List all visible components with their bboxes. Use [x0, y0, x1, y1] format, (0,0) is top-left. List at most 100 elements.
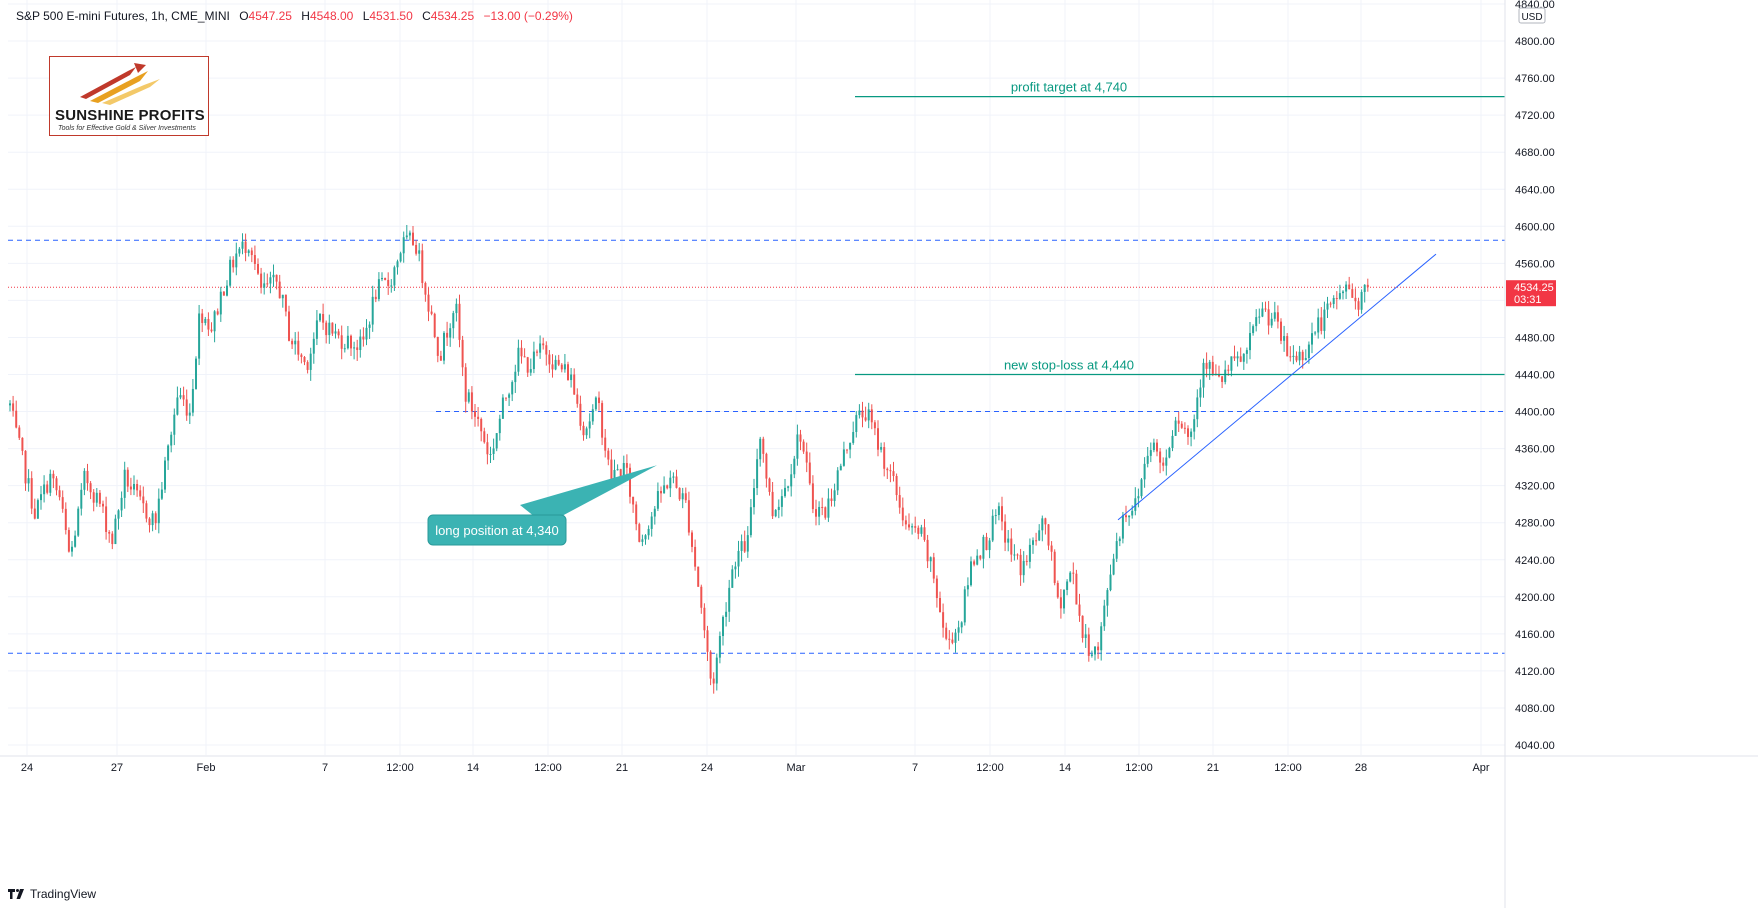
price-tick-label: 4760.00: [1515, 73, 1555, 85]
candle-body: [911, 526, 914, 528]
candle-body: [30, 478, 33, 509]
candle-body: [790, 474, 793, 487]
candle-body: [966, 585, 969, 590]
candle-body: [567, 364, 569, 381]
candle-body: [746, 535, 749, 552]
candle-body: [61, 497, 64, 509]
logo-title: SUNSHINE PROFITS: [55, 107, 205, 124]
tradingview-brand[interactable]: TradingView: [8, 887, 96, 901]
candle-body: [554, 359, 557, 370]
candle-body: [92, 492, 95, 503]
candle-body: [948, 638, 951, 640]
candle-body: [1149, 450, 1152, 456]
candle-body: [697, 566, 700, 587]
candle-body: [15, 410, 18, 428]
candle-body: [700, 586, 703, 608]
candle-body: [1028, 544, 1031, 562]
candle-body: [991, 515, 994, 541]
currency-badge: [1518, 7, 1546, 24]
profit-target-label: profit target at 4,740: [1011, 80, 1127, 95]
candle-body: [517, 347, 520, 372]
candle-body: [418, 250, 421, 254]
candle-body: [777, 506, 780, 511]
candle-body: [842, 449, 845, 466]
candle-body: [656, 491, 659, 509]
candle-body: [852, 432, 855, 443]
candle-body: [908, 524, 910, 528]
candle-body: [929, 557, 932, 562]
candle-body: [650, 516, 653, 529]
candle-body: [536, 351, 538, 353]
candle-body: [591, 409, 594, 422]
candle-body: [179, 395, 182, 398]
candle-body: [421, 250, 424, 283]
candle-body: [629, 467, 631, 497]
candle-body: [802, 441, 805, 452]
candle-body: [1078, 604, 1081, 616]
candle-body: [114, 518, 117, 545]
candle-body: [188, 412, 191, 416]
price-tick-label: 4240.00: [1515, 555, 1555, 567]
candle-body: [1140, 479, 1143, 497]
candle-body: [325, 322, 328, 336]
candle-body: [1059, 597, 1062, 609]
candle-body: [226, 285, 228, 296]
candle-body: [1307, 344, 1310, 359]
candle-body: [353, 347, 356, 349]
candle-body: [291, 340, 294, 345]
candle-body: [529, 369, 532, 373]
candle-body: [632, 496, 635, 505]
candle-body: [706, 630, 709, 652]
candle-body: [607, 450, 610, 460]
candle-body: [1314, 332, 1317, 334]
candle-body: [470, 392, 473, 412]
candle-body: [498, 418, 501, 434]
candle-body: [1270, 318, 1273, 326]
candle-body: [229, 259, 232, 286]
candle-body: [1221, 376, 1224, 382]
currency-label: USD: [1521, 12, 1542, 23]
candle-body: [1286, 336, 1289, 357]
candle-body: [1218, 374, 1220, 377]
candle-body: [315, 320, 318, 339]
candle-body: [709, 651, 712, 679]
candle-body: [123, 469, 126, 498]
candle-body: [666, 485, 669, 489]
candle-body: [207, 318, 210, 330]
candle-body: [1152, 442, 1155, 451]
candle-body: [495, 433, 498, 449]
candle-body: [139, 490, 142, 497]
candle-body: [424, 282, 427, 295]
candle-body: [901, 507, 904, 521]
candle-body: [55, 478, 58, 491]
logo-arrow-icon: [80, 63, 160, 105]
time-tick-label: 24: [21, 762, 33, 774]
candle-body: [895, 476, 898, 496]
candle-body: [1094, 646, 1096, 655]
candle-body: [170, 434, 173, 446]
candle-body: [749, 507, 752, 536]
candle-body: [238, 248, 241, 254]
candle-body: [272, 274, 275, 278]
candle-body: [275, 274, 278, 282]
candle-body: [405, 235, 408, 238]
candle-body: [505, 397, 507, 399]
candle-body: [1106, 590, 1109, 606]
candle-body: [1205, 362, 1208, 369]
candle-body: [979, 555, 982, 559]
candle-body: [216, 311, 219, 315]
candle-body: [997, 506, 1000, 516]
candle-body: [365, 327, 368, 340]
candle-body: [892, 471, 895, 477]
candle-body: [684, 493, 687, 501]
price-tick-label: 4560.00: [1515, 258, 1555, 270]
candle-body: [1298, 351, 1301, 361]
open-value: 4547.25: [248, 9, 292, 23]
candle-body: [129, 486, 132, 490]
candle-body: [83, 470, 86, 490]
candle-body: [1016, 554, 1019, 556]
candle-body: [12, 403, 15, 411]
trend-line: [1117, 253, 1437, 521]
